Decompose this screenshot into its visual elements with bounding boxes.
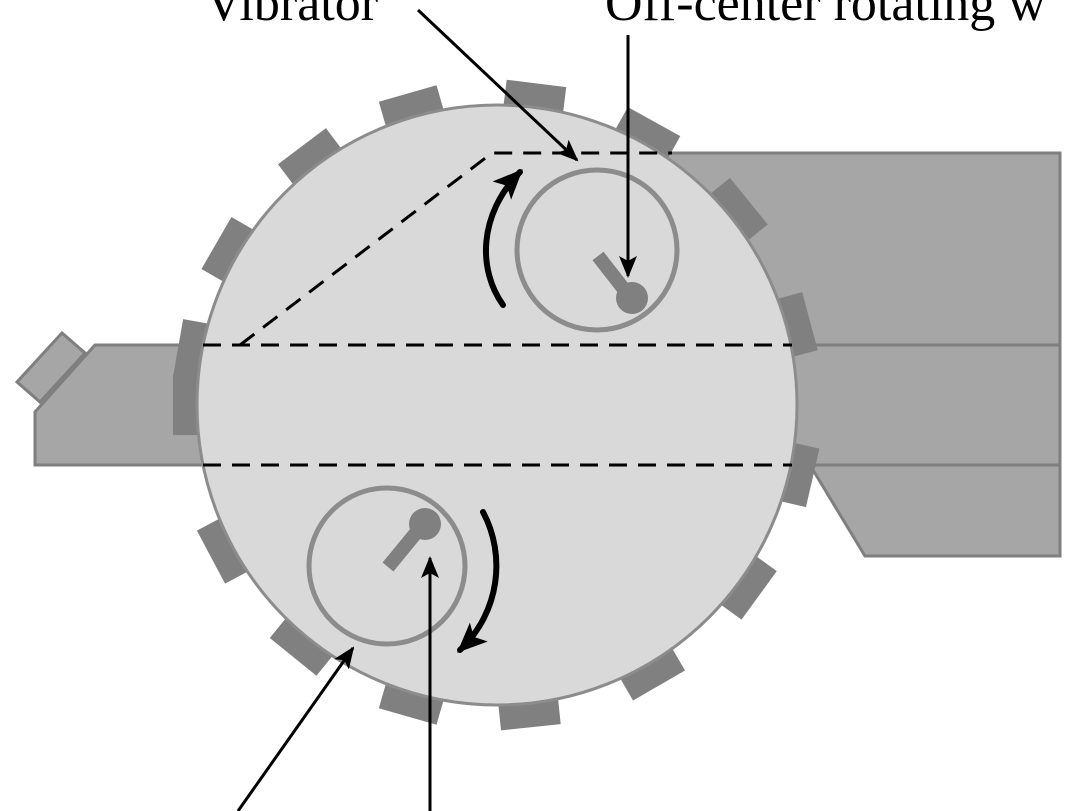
- lower-ring-leader-arrow: [236, 646, 355, 811]
- label-off-center-weight: Off-center rotating w: [605, 0, 1046, 32]
- drum-tooth: [269, 613, 337, 676]
- lower-weight: [409, 508, 441, 540]
- dashed-line-diagonal: [239, 151, 672, 347]
- drum-tooth: [715, 552, 777, 620]
- dashed-guides: [203, 151, 792, 467]
- drum-tooth: [705, 177, 768, 245]
- drum-tooth: [278, 128, 346, 190]
- drum-tooth: [201, 217, 260, 285]
- upper-rotation-arrow: [483, 169, 523, 308]
- upper-vibrator: [514, 167, 680, 333]
- frame-left-bracket: [14, 330, 88, 405]
- drum-tooth: [617, 642, 685, 701]
- drum: [195, 103, 799, 707]
- label-vibrator: Vibrator: [205, 0, 378, 32]
- upper-weight: [616, 282, 648, 314]
- lower-vibrator: [306, 485, 468, 647]
- upper-vibrator-ring: [514, 167, 680, 333]
- drum-tooth: [196, 515, 254, 584]
- leader-arrows: [236, 8, 637, 811]
- vibrator-leader-arrow: [416, 8, 579, 162]
- lower-rotation-arrow: [457, 509, 500, 653]
